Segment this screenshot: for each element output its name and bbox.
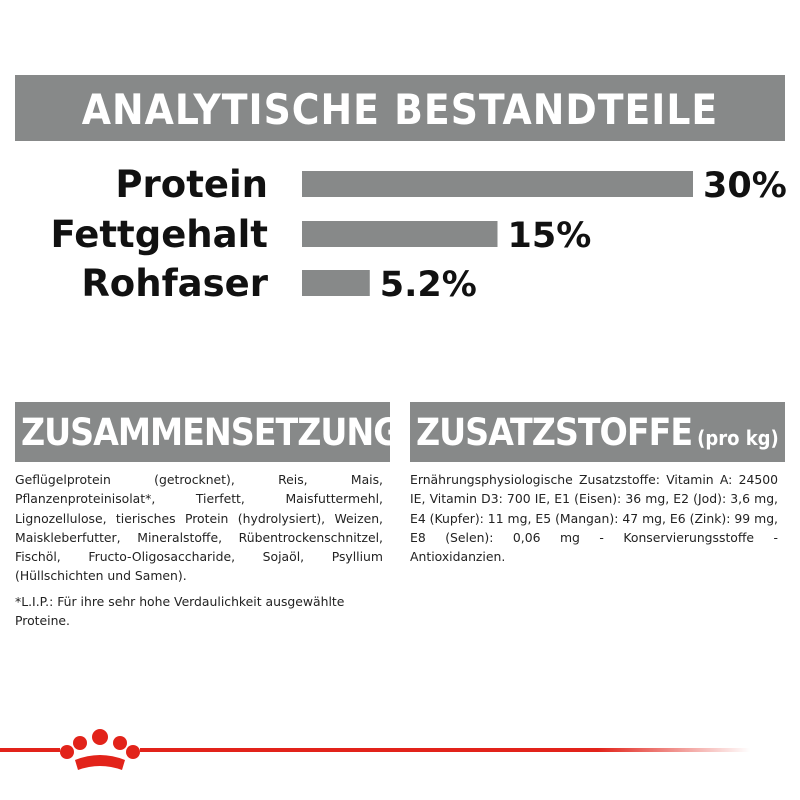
composition-banner: ZUSAMMENSETZUNG	[15, 402, 401, 462]
category-label: Rohfaser	[81, 262, 268, 305]
additives-banner: ZUSATZSTOFFE (pro kg)	[410, 402, 785, 462]
additives-text: Ernährungsphysiologische Zusatzstoffe: V…	[410, 472, 778, 565]
additives-unit: (pro kg)	[697, 426, 779, 450]
red-line	[0, 748, 60, 752]
crown-logo	[60, 729, 140, 770]
value-label: 5.2%	[380, 265, 477, 305]
composition-title: ZUSAMMENSETZUNG	[21, 411, 401, 454]
red-line	[140, 748, 750, 752]
chart-title: ANALYTISCHE BESTANDTEILE	[81, 85, 719, 134]
bar	[302, 171, 693, 197]
category-label: Protein	[115, 163, 268, 206]
bar	[302, 221, 498, 247]
value-label: 30%	[703, 166, 787, 206]
category-label: Fettgehalt	[50, 213, 268, 256]
value-label: 15%	[508, 216, 592, 256]
additives-title: ZUSATZSTOFFE	[416, 411, 693, 454]
composition-note: *L.I.P.: Für ihre sehr hohe Verdaulichke…	[15, 594, 345, 629]
bar	[302, 270, 370, 296]
title-banner: ANALYTISCHE BESTANDTEILE	[15, 75, 785, 141]
composition-text: Geflügelprotein (getrocknet), Reis, Mais…	[15, 472, 383, 584]
